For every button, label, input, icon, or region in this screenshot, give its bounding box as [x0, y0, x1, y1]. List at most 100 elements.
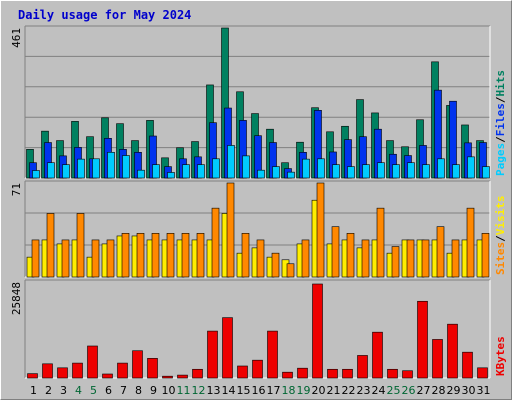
- pages-bar: [332, 164, 340, 179]
- kbytes-bar: [417, 300, 428, 379]
- day-label: 8: [135, 384, 142, 397]
- day-label: 5: [90, 384, 97, 397]
- y-max-label-1: 461: [10, 28, 23, 48]
- day-label: 24: [372, 384, 386, 397]
- sites-bar: [196, 233, 205, 278]
- kbytes-bar: [282, 371, 293, 379]
- day-label: 15: [237, 384, 251, 397]
- pages-bar: [212, 158, 220, 179]
- pages-bar: [347, 166, 355, 179]
- day-label: 14: [222, 384, 236, 397]
- day-label: 4: [75, 384, 82, 397]
- day-label: 10: [162, 384, 176, 397]
- y-max-label-2: 71: [10, 183, 23, 196]
- pages-bar: [62, 164, 70, 179]
- legend-entry: /: [494, 136, 507, 143]
- pages-bar: [242, 155, 250, 179]
- kbytes-bar: [267, 330, 278, 379]
- kbytes-bar: [327, 368, 338, 379]
- kbytes-bar: [402, 370, 413, 379]
- sites-bar: [181, 233, 190, 278]
- pages-bar: [152, 164, 160, 179]
- sites-bar: [46, 213, 55, 278]
- pages-bar: [422, 164, 430, 179]
- kbytes-bar: [72, 362, 83, 379]
- sites-bar: [391, 246, 400, 278]
- legend-entry: Pages: [494, 143, 507, 176]
- sites-bar: [226, 182, 235, 278]
- kbytes-bar: [387, 368, 398, 379]
- sites-bar: [61, 239, 70, 278]
- pages-bar: [272, 166, 280, 179]
- kbytes-bar: [117, 362, 128, 379]
- pages-bar: [227, 145, 235, 179]
- pages-bar: [47, 162, 55, 179]
- kbytes-bar: [207, 330, 218, 379]
- sites-bar: [151, 233, 160, 278]
- kbytes-bar: [252, 359, 263, 379]
- legend-entry: KBytes: [494, 336, 507, 376]
- sites-bar: [316, 182, 325, 278]
- day-label: 11: [177, 384, 191, 397]
- sites-bar: [436, 226, 445, 278]
- sites-bar: [256, 239, 265, 278]
- sites-bar: [286, 263, 295, 278]
- legend-text: Pages/Files/Hits: [494, 70, 507, 176]
- sites-bar: [301, 239, 310, 278]
- y-max-label-3: 25848: [10, 282, 23, 315]
- day-label: 13: [207, 384, 221, 397]
- pages-bar: [467, 156, 475, 179]
- legend-entry: /: [494, 235, 507, 242]
- pages-bar: [407, 162, 415, 179]
- pages-bar: [167, 172, 175, 179]
- kbytes-bar: [147, 358, 158, 379]
- sites-bar: [31, 239, 40, 278]
- kbytes-bar: [162, 375, 173, 379]
- day-label: 26: [402, 384, 416, 397]
- day-label: 2: [45, 384, 52, 397]
- legend-entry: /: [494, 96, 507, 103]
- kbytes-bar: [357, 355, 368, 379]
- sites-bar: [91, 239, 100, 278]
- kbytes-bar: [177, 374, 188, 379]
- sites-bar: [421, 239, 430, 278]
- day-label: 29: [447, 384, 461, 397]
- kbytes-bar: [432, 339, 443, 379]
- day-label: 21: [327, 384, 341, 397]
- legend-text: KBytes: [494, 336, 507, 376]
- pages-bar: [302, 158, 310, 179]
- legend-text: Sites/Visits: [494, 196, 507, 276]
- legend-3: KBytes: [494, 336, 507, 376]
- pages-bar: [437, 158, 445, 179]
- day-label: 23: [357, 384, 371, 397]
- kbytes-bar: [297, 367, 308, 379]
- day-label: 31: [477, 384, 491, 397]
- day-label: 17: [267, 384, 281, 397]
- pages-bar: [92, 158, 100, 179]
- kbytes-bar: [312, 283, 323, 379]
- kbytes-bar: [372, 331, 383, 379]
- pages-bar: [137, 169, 145, 179]
- sites-bar: [361, 239, 370, 278]
- day-label: 12: [192, 384, 206, 397]
- day-label: 18: [282, 384, 296, 397]
- sites-bar: [271, 252, 280, 278]
- pages-bar: [77, 158, 85, 179]
- kbytes-bar: [132, 350, 143, 379]
- day-label: 19: [297, 384, 311, 397]
- legend-entry: Hits: [494, 70, 507, 97]
- legend-2: Sites/Visits: [494, 196, 507, 276]
- sites-bar: [406, 239, 415, 278]
- kbytes-bar: [102, 373, 113, 379]
- kbytes-bar: [192, 368, 203, 379]
- sites-bar: [346, 233, 355, 278]
- pages-bar: [122, 155, 130, 179]
- day-label: 6: [105, 384, 112, 397]
- chart-title: Daily usage for May 2024: [18, 8, 192, 22]
- day-label: 1: [30, 384, 37, 397]
- day-label: 27: [417, 384, 431, 397]
- day-label: 20: [312, 384, 326, 397]
- pages-bar: [482, 166, 490, 179]
- sites-bar: [241, 233, 250, 278]
